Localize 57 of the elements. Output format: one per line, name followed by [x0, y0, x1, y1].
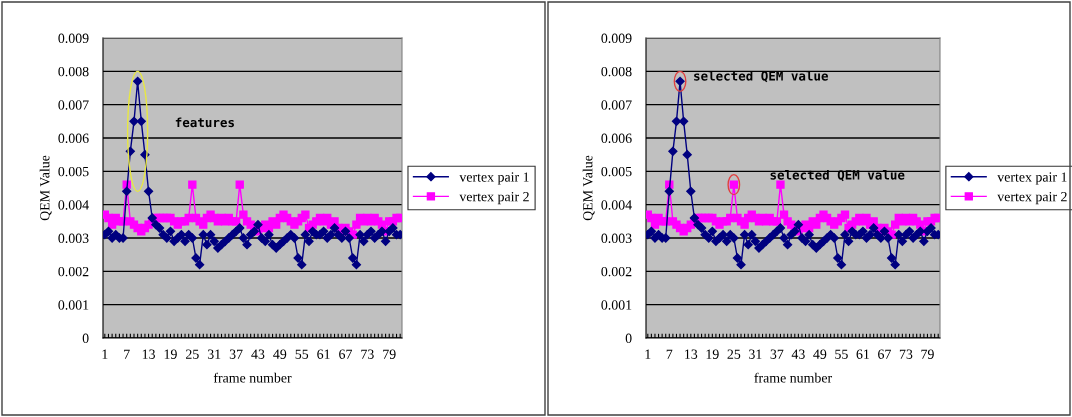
- x-tick-label: 25: [727, 349, 741, 359]
- x-axis-title: frame number: [213, 372, 292, 383]
- x-tick-label: 7: [666, 349, 673, 359]
- y-axis-title: QEM Value: [39, 155, 52, 221]
- y-tick-label: 0.007: [601, 100, 632, 110]
- y-tick-label: 0.007: [58, 100, 89, 110]
- x-tick-label: 19: [164, 349, 177, 359]
- x-tick-label: 67: [878, 349, 891, 359]
- x-tick-label: 1: [645, 349, 651, 359]
- x-tick-label: 43: [791, 349, 805, 359]
- x-tick-label: 25: [186, 349, 199, 359]
- legend-label: vertex pair 2: [459, 192, 529, 205]
- legend-label: vertex pair 2: [997, 192, 1067, 205]
- x-tick-label: 79: [921, 349, 934, 359]
- x-axis-title: frame number: [754, 372, 833, 383]
- x-tick-label: 55: [835, 349, 848, 359]
- y-tick-label: 0.009: [601, 33, 632, 44]
- y-tick-label: 0.006: [601, 133, 632, 144]
- x-tick-label: 13: [142, 349, 155, 359]
- x-tick-label: 79: [383, 349, 396, 359]
- x-tick-label: 37: [229, 349, 243, 359]
- y-tick-label: 0.006: [58, 133, 89, 144]
- y-tick-label: 0.008: [601, 66, 632, 77]
- y-axis-title: QEM Value: [582, 155, 595, 221]
- y-tick-label: 0.002: [58, 266, 89, 277]
- x-tick-label: 1: [102, 349, 108, 359]
- x-tick-label: 37: [770, 349, 784, 359]
- y-tick-label: 0.008: [58, 66, 89, 77]
- x-tick-label: 7: [124, 349, 130, 359]
- x-tick-label: 61: [856, 349, 870, 359]
- legend-label: vertex pair 1: [997, 172, 1067, 185]
- legend-label: vertex pair 1: [459, 172, 529, 185]
- x-tick-label: 49: [813, 349, 827, 359]
- y-tick-label: 0.005: [601, 166, 632, 177]
- x-tick-label: 31: [207, 349, 221, 359]
- y-tick-label: 0.002: [601, 266, 632, 277]
- x-tick-label: 61: [317, 349, 330, 359]
- y-tick-label: 0: [625, 333, 632, 343]
- x-tick-label: 19: [706, 349, 719, 359]
- x-tick-label: 67: [339, 349, 353, 359]
- x-tick-label: 73: [899, 349, 913, 359]
- x-tick-label: 49: [273, 349, 287, 359]
- x-tick-label: 13: [685, 349, 698, 359]
- y-tick-label: 0.001: [601, 300, 632, 310]
- y-tick-label: 0.009: [58, 33, 89, 44]
- annotation: features: [175, 117, 234, 128]
- y-tick-label: 0.004: [601, 200, 632, 210]
- x-tick-label: 31: [749, 349, 762, 359]
- x-tick-label: 43: [251, 349, 265, 359]
- x-tick-label: 55: [295, 349, 309, 359]
- y-tick-label: 0.001: [58, 300, 89, 310]
- y-tick-label: 0.003: [601, 233, 632, 244]
- y-tick-label: 0.005: [58, 166, 89, 177]
- y-tick-label: 0.003: [58, 233, 89, 244]
- y-tick-label: 0: [82, 333, 89, 343]
- y-tick-label: 0.004: [58, 200, 89, 210]
- x-tick-label: 73: [361, 349, 374, 359]
